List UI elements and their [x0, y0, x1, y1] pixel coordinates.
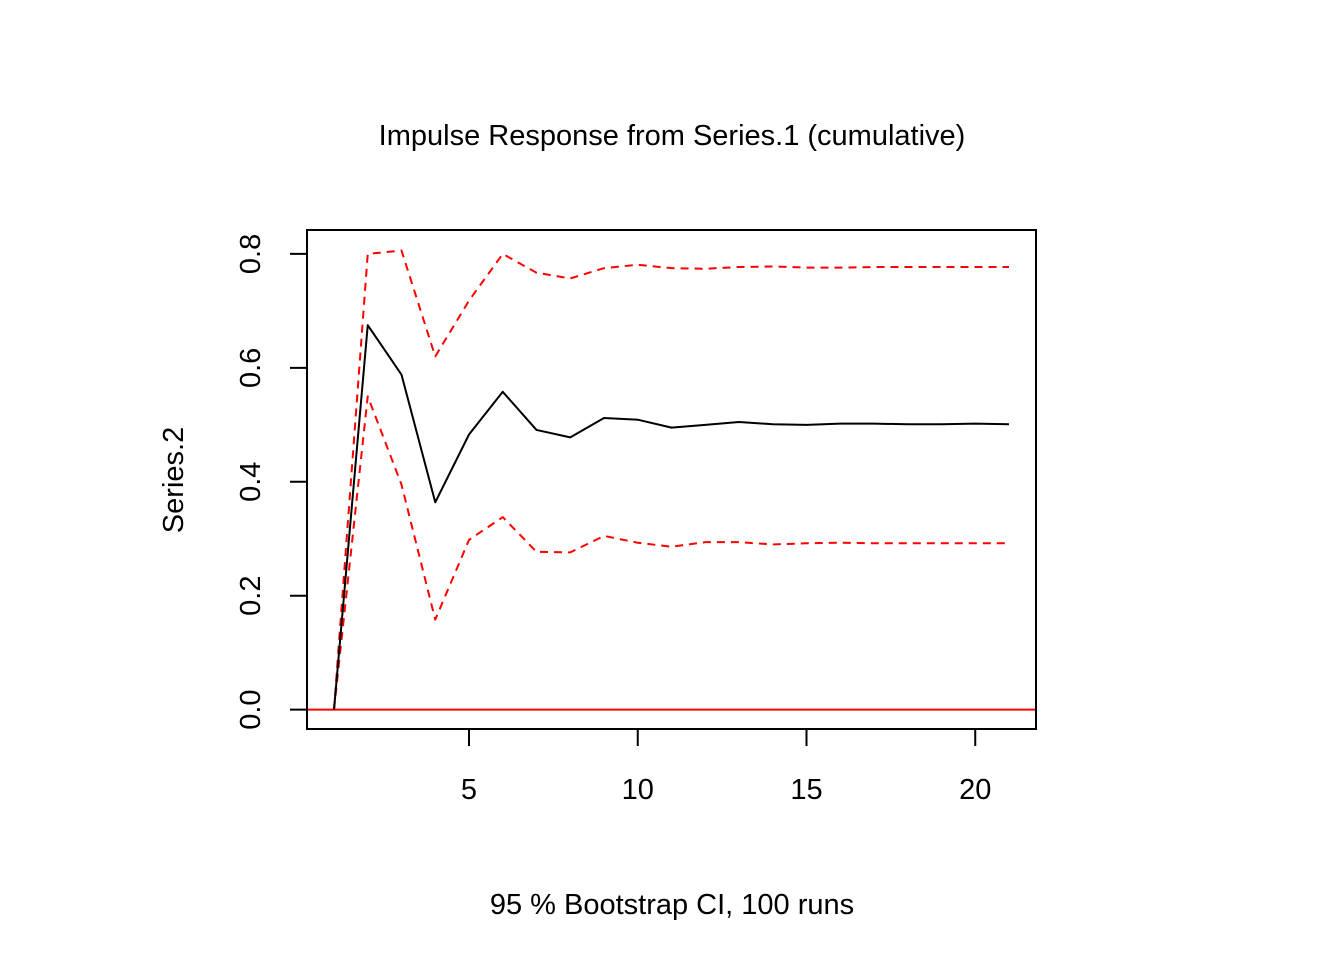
y-tick-label: 0.0 [235, 689, 267, 729]
y-tick-label: 0.8 [235, 234, 267, 274]
x-tick-label: 15 [790, 774, 822, 806]
x-tick-label: 20 [959, 774, 991, 806]
plot-area [307, 249, 1036, 711]
series-line-response [333, 324, 1010, 710]
y-tick-label: 0.6 [235, 348, 267, 388]
x-axis-label: 95 % Bootstrap CI, 100 runs [490, 889, 854, 921]
y-tick-label: 0.4 [235, 462, 267, 502]
x-axis: 5 10 15 20 [461, 728, 991, 806]
y-axis: 0.0 0.2 0.4 0.6 0.8 [235, 234, 308, 730]
series-line-upper [333, 249, 1009, 710]
y-tick-label: 0.2 [235, 576, 267, 616]
x-tick-label: 10 [622, 774, 654, 806]
x-tick-label: 5 [461, 774, 477, 806]
plot-frame [306, 229, 1037, 730]
y-axis-label: Series.2 [158, 427, 190, 533]
series-line-lower [333, 395, 1009, 710]
chart-title: Impulse Response from Series.1 (cumulati… [379, 120, 966, 152]
